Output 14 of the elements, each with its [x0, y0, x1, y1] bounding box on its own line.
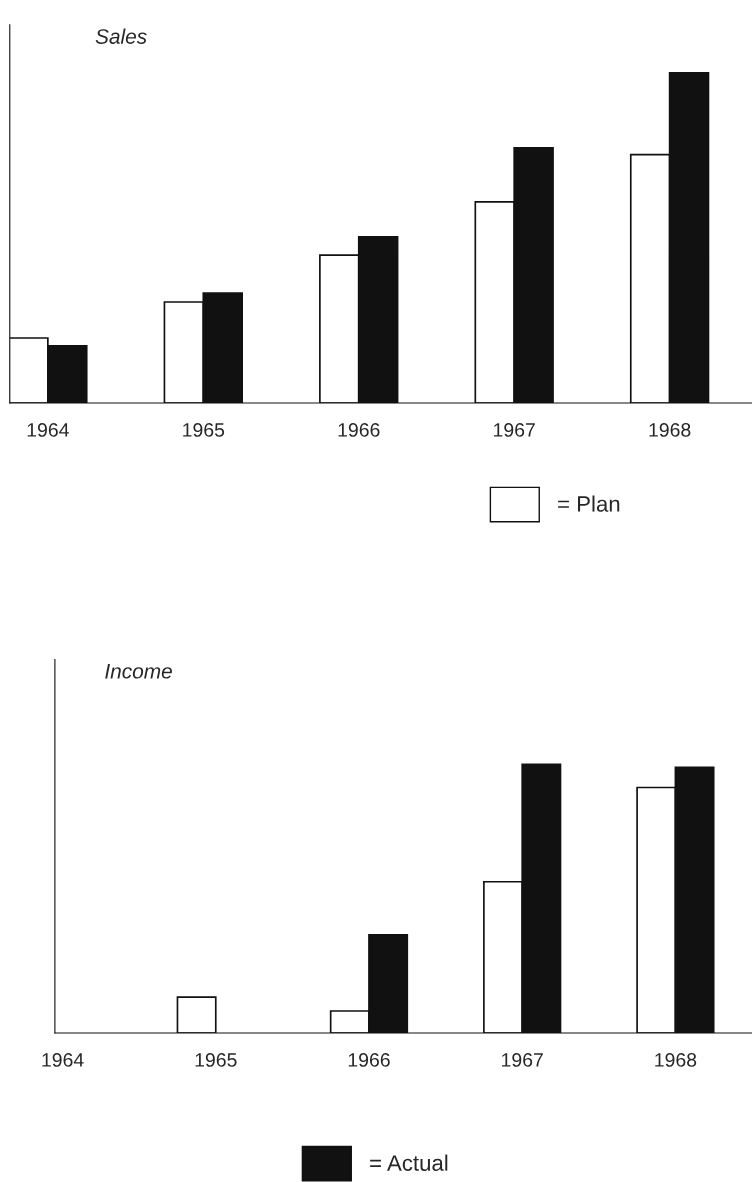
x-tick-label: 1964: [27, 423, 69, 437]
x-tick-label: 1968: [655, 1053, 697, 1067]
x-tick-label: 1967: [494, 423, 535, 437]
x-tick-label: 1968: [649, 423, 691, 437]
x-tick-label: 1964: [42, 1053, 84, 1067]
chart-title: Sales: [95, 28, 147, 44]
chart-title: Income: [105, 664, 172, 679]
x-tick-label: 1965: [183, 423, 225, 437]
legend-label: = Plan: [558, 495, 620, 512]
x-tick-label: 1966: [348, 1053, 390, 1067]
legend-label: = Actual: [370, 1154, 448, 1171]
x-tick-label: 1967: [502, 1053, 543, 1067]
x-tick-label: 1966: [338, 423, 380, 437]
x-tick-label: 1965: [195, 1053, 237, 1067]
